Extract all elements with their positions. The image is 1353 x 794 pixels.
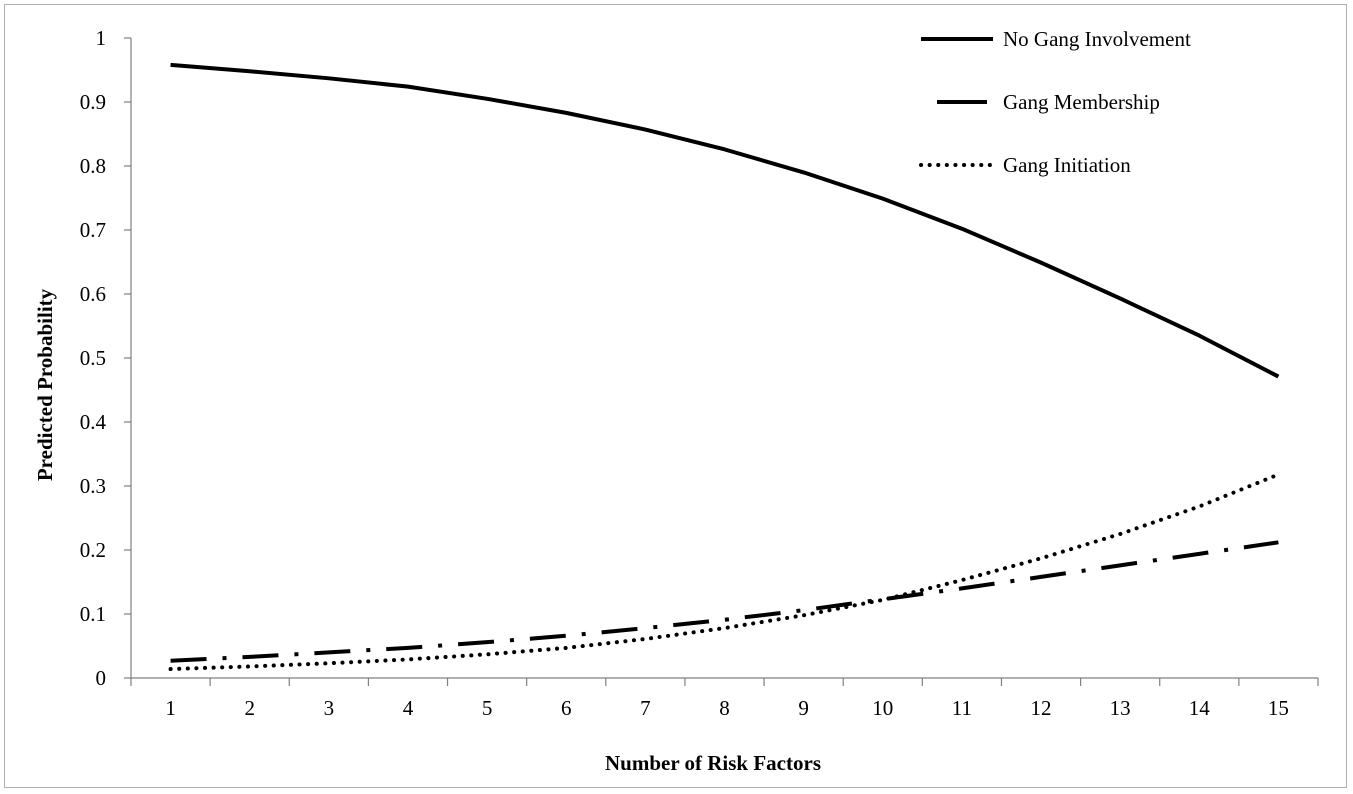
x-tick-label: 13 [1110,696,1131,720]
legend-label-no-gang-involvement: No Gang Involvement [1003,27,1191,51]
y-tick-label: 0.3 [80,474,106,498]
series-line-no-gang-involvement [170,62,1280,379]
y-axis-title: Predicted Probability [33,288,57,481]
y-tick-label: 0 [96,666,107,690]
series-line-gang-membership [170,540,1279,663]
x-tick-label: 14 [1189,696,1211,720]
x-tick-label: 15 [1268,696,1289,720]
x-tick-label: 12 [1031,696,1052,720]
y-tick-label: 0.2 [80,538,106,562]
y-tick-label: 0.4 [80,410,107,434]
y-tick-label: 0.5 [80,346,106,370]
series-layer [168,62,1281,672]
y-tick-label: 0.6 [80,282,106,306]
series-line-gang-initiation [168,472,1281,672]
x-axis-title: Number of Risk Factors [605,751,821,775]
x-tick-label: 2 [244,696,255,720]
y-tick-label: 0.9 [80,90,106,114]
legend-label-gang-membership: Gang Membership [1003,90,1160,114]
x-tick-label: 8 [719,696,730,720]
x-tick-label: 9 [798,696,809,720]
y-tick-label: 0.7 [80,218,106,242]
x-tick-label: 11 [952,696,972,720]
legend-label-gang-initiation: Gang Initiation [1003,153,1131,177]
x-tick-label: 1 [165,696,176,720]
x-tick-label: 5 [482,696,493,720]
x-tick-label: 10 [872,696,893,720]
x-axis: 1 2 3 4 5 6 7 8 9 10 11 12 13 14 15 [130,677,1319,720]
y-tick-label: 1 [96,26,107,50]
y-tick-label: 0.1 [80,602,106,626]
x-tick-label: 3 [324,696,335,720]
y-tick-label: 0.8 [80,154,106,178]
legend: No Gang Involvement Gang Membership Gang I… [919,27,1191,177]
x-tick-label: 6 [561,696,572,720]
y-axis: 0 0.1 0.2 0.3 0.4 0.5 0.6 0.7 0.8 0.9 1 [80,26,132,690]
x-tick-label: 7 [640,696,651,720]
x-tick-label: 4 [403,696,414,720]
chart-frame [4,4,1347,788]
